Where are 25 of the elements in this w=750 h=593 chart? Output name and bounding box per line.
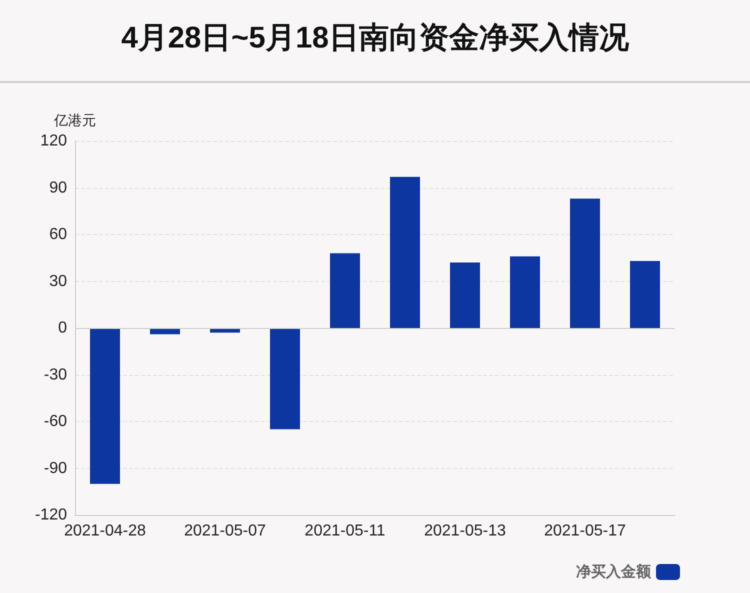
y-tick-label: 0 — [58, 320, 68, 336]
bar — [270, 328, 300, 430]
y-axis-title: 亿港元 — [53, 112, 96, 128]
x-tick-label: 2021-04-28 — [64, 522, 146, 540]
bar — [90, 328, 120, 484]
x-tick-label: 2021-05-13 — [424, 522, 506, 540]
x-tick-label: 2021-05-07 — [184, 522, 266, 540]
x-tick-label: 2021-05-11 — [304, 522, 386, 540]
bar — [570, 198, 600, 328]
y-tick-label: 30 — [49, 272, 68, 290]
y-tick-label: -30 — [44, 366, 68, 384]
x-tick-label: 2021-05-17 — [544, 522, 626, 540]
y-tick-label: -60 — [44, 413, 68, 430]
bar — [630, 260, 660, 328]
bar — [390, 176, 420, 328]
bar — [510, 256, 540, 328]
y-tick-label: -120 — [34, 506, 68, 524]
y-tick-label: -90 — [44, 460, 68, 477]
legend-label: 净买入金额 — [576, 562, 652, 580]
y-tick-label: 90 — [49, 179, 68, 196]
y-tick-label: 120 — [40, 132, 68, 150]
bar — [450, 262, 480, 328]
bar — [330, 253, 360, 328]
y-tick-label: 60 — [49, 226, 68, 243]
chart-title: 4月28日~5月18日南向资金净买入情况 — [121, 22, 630, 54]
